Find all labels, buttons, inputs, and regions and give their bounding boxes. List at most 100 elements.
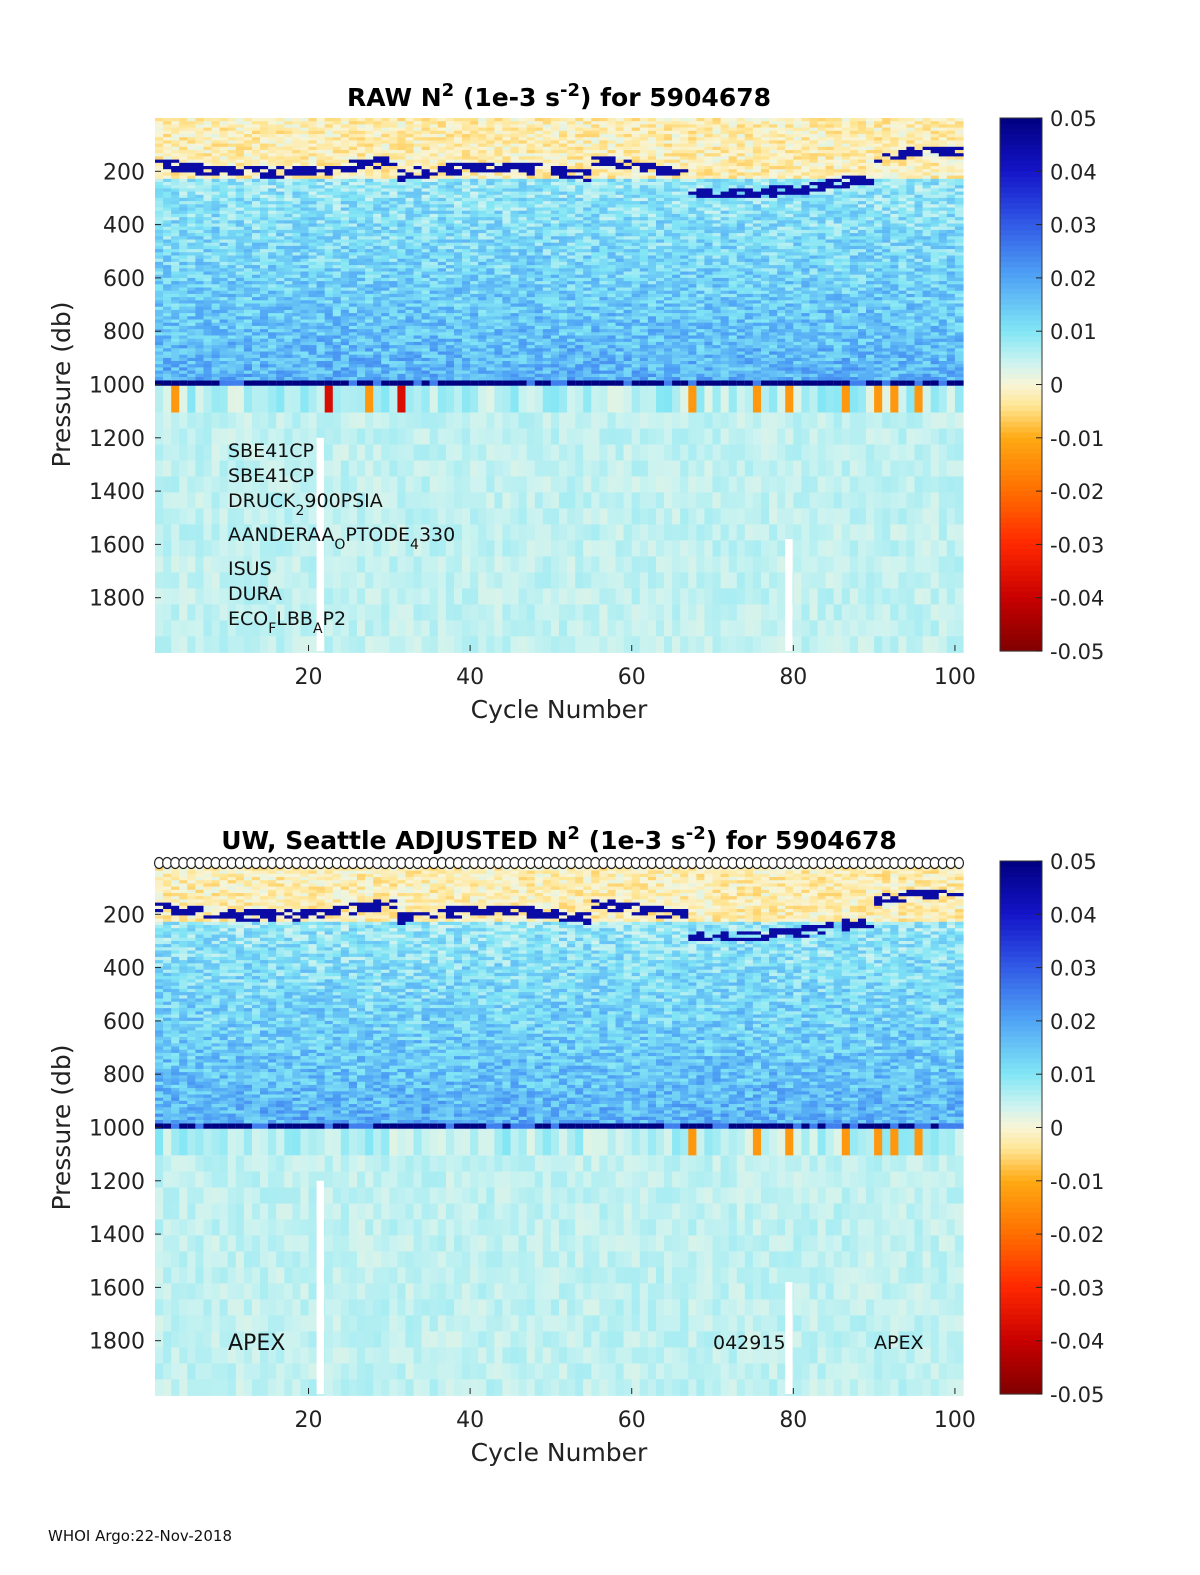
colorbar-segment	[1000, 229, 1042, 236]
colorbar-segment	[1000, 1388, 1042, 1395]
colorbar-tick-label: 0	[1050, 374, 1063, 398]
colorbar-segment	[1000, 988, 1042, 995]
x-tick-label: 40	[456, 665, 484, 690]
colorbar-segment	[1000, 1319, 1042, 1326]
colorbar-segment	[1000, 443, 1042, 449]
colorbar-segment	[1000, 608, 1042, 615]
colorbar-segment	[1000, 357, 1042, 364]
qc-circle	[953, 856, 965, 870]
colorbar-segment	[1000, 967, 1042, 974]
y-tick-label: 1600	[89, 1276, 145, 1301]
colorbar-segment	[1000, 1271, 1042, 1278]
colorbar-segment	[1000, 123, 1042, 130]
colorbar-segment	[1000, 871, 1042, 878]
colorbar-segment	[1000, 645, 1042, 652]
annotation-label: APEX	[874, 1332, 923, 1354]
colorbar-segment	[1000, 972, 1042, 979]
colorbar-segment	[1000, 1351, 1042, 1358]
x-axis-label: Cycle Number	[471, 695, 648, 724]
colorbar-segment	[1000, 893, 1042, 899]
colorbar-segment	[1000, 1180, 1042, 1187]
x-tick-label: 80	[779, 1408, 807, 1433]
colorbar-segment	[1000, 861, 1042, 867]
colorbar-segment	[1000, 448, 1042, 455]
colorbar-tick-label: 0.02	[1050, 1010, 1097, 1034]
colorbar-segment	[1000, 560, 1042, 567]
chart-title: UW, Seattle ADJUSTED N2 (1e-3 s-2) for 5…	[221, 823, 897, 855]
colorbar-segment	[1000, 1127, 1042, 1134]
colorbar-segment	[1000, 213, 1042, 220]
colorbar-segment	[1000, 935, 1042, 942]
colorbar-tick-label: -0.04	[1050, 587, 1104, 611]
colorbar-segment	[1000, 150, 1042, 156]
colorbar-segment	[1000, 1132, 1042, 1139]
colorbar-segment	[1000, 1063, 1042, 1070]
colorbar-segment	[1000, 453, 1042, 460]
colorbar-segment	[1000, 1170, 1042, 1176]
colorbar-segment	[1000, 160, 1042, 167]
colorbar-segment	[1000, 379, 1042, 386]
colorbar-segment	[1000, 341, 1042, 348]
colorbar-segment	[1000, 187, 1042, 194]
colorbar-segment	[1000, 299, 1042, 306]
colorbar-segment	[1000, 208, 1042, 215]
colorbar-segment	[1000, 555, 1042, 561]
colorbar-segment	[1000, 517, 1042, 524]
colorbar-tick-label: -0.04	[1050, 1330, 1104, 1354]
colorbar-segment	[1000, 919, 1042, 926]
colorbar-segment	[1000, 1356, 1042, 1363]
colorbar-segment	[1000, 1111, 1042, 1118]
colorbar-segment	[1000, 427, 1042, 433]
colorbar-segment	[1000, 619, 1042, 625]
colorbar-tick-label: -0.05	[1050, 640, 1104, 664]
colorbar-tick-label: 0.04	[1050, 160, 1097, 184]
colorbar-segment	[1000, 219, 1042, 226]
colorbar-segment	[1000, 475, 1042, 481]
y-tick-label: 800	[103, 1063, 145, 1088]
colorbar-segment	[1000, 887, 1042, 894]
colorbar-segment	[1000, 469, 1042, 476]
colorbar-segment	[1000, 1250, 1042, 1256]
colorbar-segment	[1000, 304, 1042, 311]
colorbar-segment	[1000, 325, 1042, 332]
colorbar-segment	[1000, 1308, 1042, 1315]
colorbar-segment	[1000, 315, 1042, 322]
colorbar-segment	[1000, 1282, 1042, 1288]
colorbar-segment	[1000, 1367, 1042, 1374]
x-tick-label: 20	[295, 665, 323, 690]
x-tick-label: 100	[934, 1408, 976, 1433]
colorbar-segment	[1000, 999, 1042, 1006]
colorbar-tick-label: 0.05	[1050, 850, 1097, 874]
colorbar: 0.05 0.04 0.03 0.02 0.01 0 -0.01 -0.02 -0.03 -0.0…	[999, 850, 1104, 1407]
colorbar-segment	[1000, 903, 1042, 910]
colorbar-segment	[1000, 283, 1042, 290]
colorbar-segment	[1000, 1164, 1042, 1171]
figure-canvas: RAW N2 (1e-3 s-2) for 5904678 20 40 60 80 100…	[47, 80, 1104, 1467]
colorbar-segment	[1000, 587, 1042, 593]
colorbar-segment	[1000, 528, 1042, 535]
colorbar-segment	[1000, 533, 1042, 540]
x-tick-label: 40	[456, 1408, 484, 1433]
colorbar-segment	[1000, 134, 1042, 140]
colorbar-segment	[1000, 1122, 1042, 1129]
colorbar-segment	[1000, 267, 1042, 274]
colorbar-tick-label: 0.01	[1050, 320, 1097, 344]
colorbar-segment	[1000, 1186, 1042, 1192]
colorbar-segment	[1000, 539, 1042, 545]
qc-markers	[153, 856, 965, 870]
colorbar-segment	[1000, 576, 1042, 583]
y-tick-label: 400	[103, 214, 145, 239]
colorbar-segment	[1000, 432, 1042, 439]
colorbar-segment	[1000, 1255, 1042, 1262]
chart-title: RAW N2 (1e-3 s-2) for 5904678	[347, 80, 771, 112]
colorbar-segment	[1000, 139, 1042, 146]
colorbar-segment	[1000, 363, 1042, 370]
colorbar-segment	[1000, 1228, 1042, 1235]
colorbar-segment	[1000, 437, 1042, 444]
colorbar-segment	[1000, 1068, 1042, 1075]
colorbar-segment	[1000, 1191, 1042, 1198]
colorbar-segment	[1000, 1383, 1042, 1390]
colorbar-segment	[1000, 1266, 1042, 1272]
colorbar-tick-label: -0.01	[1050, 427, 1104, 451]
y-tick-label: 1800	[89, 587, 145, 612]
